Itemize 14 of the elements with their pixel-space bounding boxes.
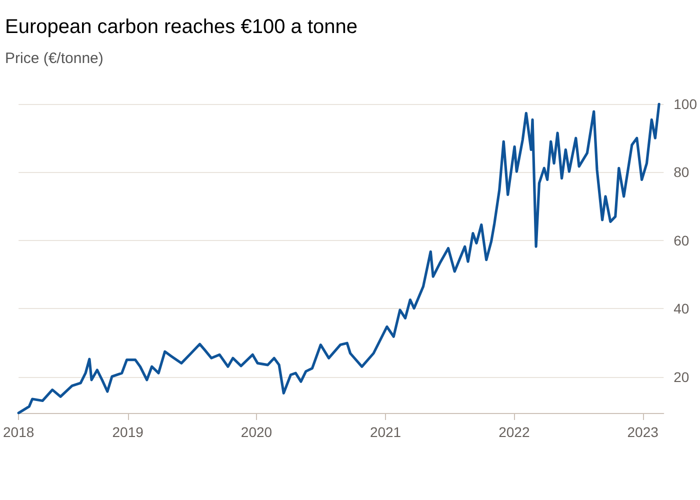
chart-title: European carbon reaches €100 a tonne xyxy=(5,16,358,38)
y-tick-label: 100 xyxy=(674,96,698,112)
x-tick-label: 2023 xyxy=(627,424,659,440)
x-tick-label: 2018 xyxy=(2,424,34,440)
x-tick-label: 2022 xyxy=(498,424,530,440)
y-tick-label: 60 xyxy=(674,232,690,248)
y-tick-label: 80 xyxy=(674,164,690,180)
x-tick-label: 2019 xyxy=(112,424,144,440)
y-tick-label: 20 xyxy=(674,368,690,385)
y-axis-title: Price (€/tonne) xyxy=(5,50,104,67)
line-series xyxy=(17,102,660,414)
x-tick-label: 2021 xyxy=(370,424,402,440)
x-tick-label: 2020 xyxy=(240,424,272,440)
y-tick-label: 40 xyxy=(674,300,690,317)
